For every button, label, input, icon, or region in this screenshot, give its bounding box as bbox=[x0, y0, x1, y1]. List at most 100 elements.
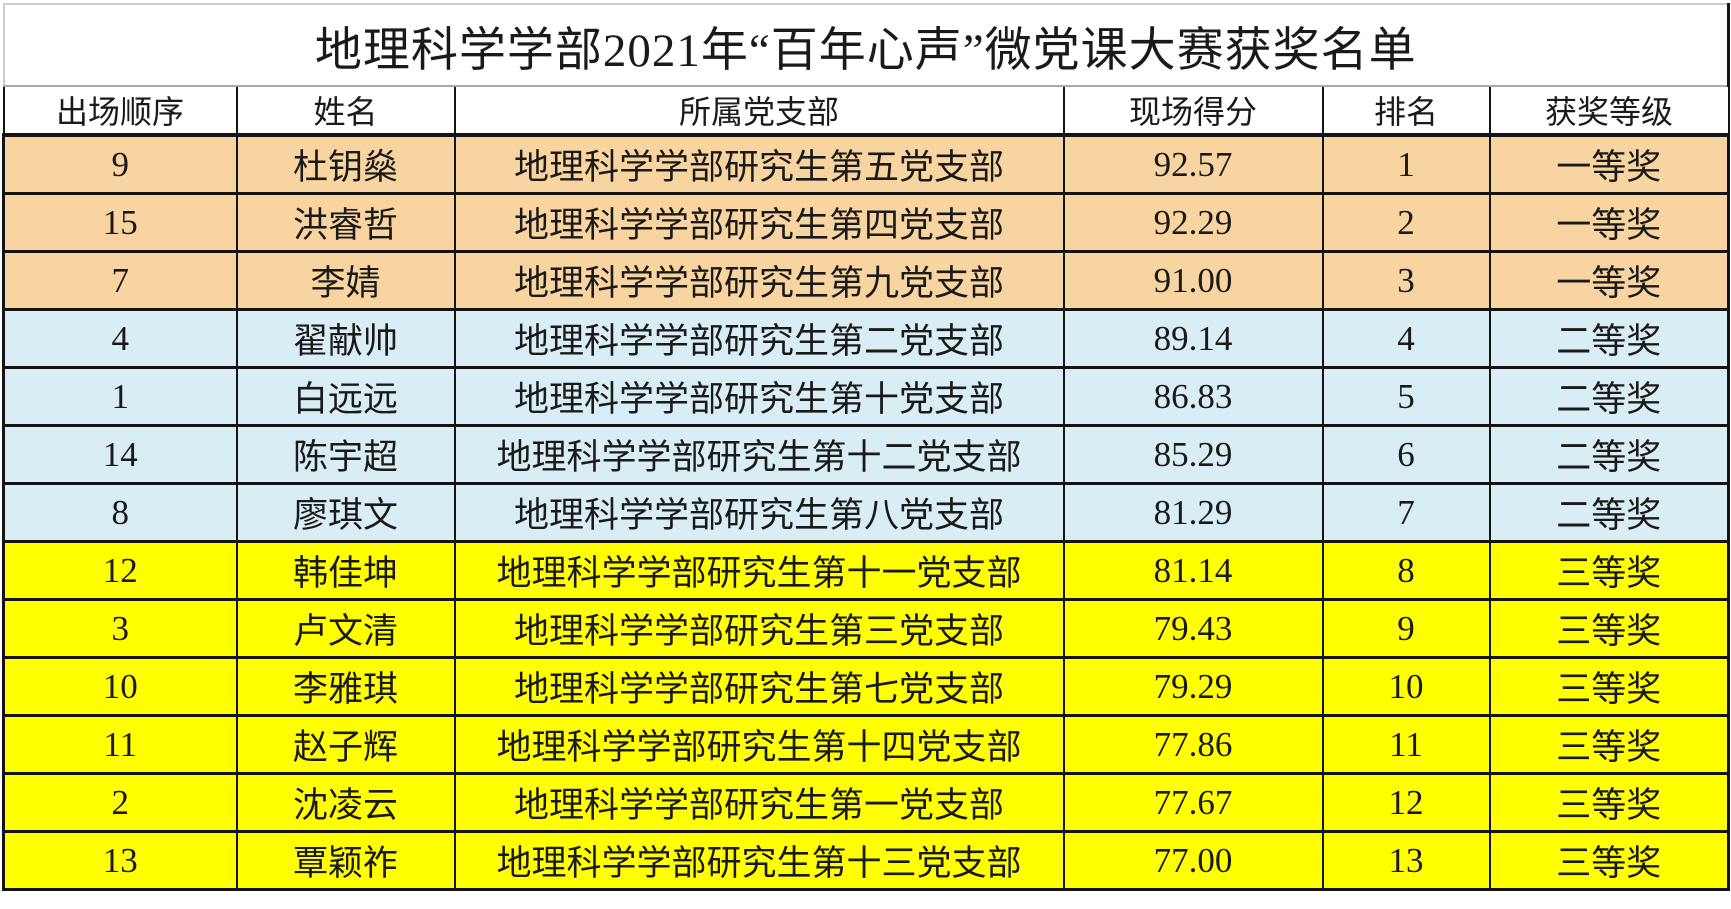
cell-award: 二等奖 bbox=[1488, 366, 1731, 427]
cell-award: 二等奖 bbox=[1488, 482, 1731, 543]
cell-name: 覃颖祚 bbox=[235, 830, 456, 891]
cell-branch: 地理科学学部研究生第一党支部 bbox=[453, 772, 1065, 833]
cell-score: 92.29 bbox=[1062, 192, 1324, 253]
cell-order: 15 bbox=[2, 192, 238, 253]
cell-award: 一等奖 bbox=[1488, 133, 1731, 195]
table-row: 11 赵子辉 地理科学学部研究生第十四党支部 77.86 11 三等奖 bbox=[2, 714, 1731, 775]
cell-rank: 8 bbox=[1321, 540, 1491, 601]
cell-award: 二等奖 bbox=[1488, 308, 1731, 369]
cell-award: 三等奖 bbox=[1488, 772, 1731, 833]
cell-branch: 地理科学学部研究生第七党支部 bbox=[453, 656, 1065, 717]
cell-name: 杜钥燊 bbox=[235, 133, 456, 195]
column-header-rank: 排名 bbox=[1321, 85, 1491, 137]
cell-rank: 9 bbox=[1321, 598, 1491, 659]
cell-score: 92.57 bbox=[1062, 133, 1324, 195]
cell-branch: 地理科学学部研究生第十党支部 bbox=[453, 366, 1065, 427]
cell-rank: 12 bbox=[1321, 772, 1491, 833]
column-header-score: 现场得分 bbox=[1062, 85, 1324, 137]
cell-order: 12 bbox=[2, 540, 238, 601]
awards-table-body: 地理科学学部2021年“百年心声”微党课大赛获奖名单 出场顺序 姓名 所属党支部… bbox=[2, 3, 1731, 891]
cell-score: 79.29 bbox=[1062, 656, 1324, 717]
cell-name: 翟献帅 bbox=[235, 308, 456, 369]
cell-award: 一等奖 bbox=[1488, 192, 1731, 253]
table-row: 8 廖琪文 地理科学学部研究生第八党支部 81.29 7 二等奖 bbox=[2, 482, 1731, 543]
cell-branch: 地理科学学部研究生第五党支部 bbox=[453, 133, 1065, 195]
cell-order: 7 bbox=[2, 250, 238, 311]
cell-branch: 地理科学学部研究生第三党支部 bbox=[453, 598, 1065, 659]
cell-award: 三等奖 bbox=[1488, 598, 1731, 659]
cell-rank: 4 bbox=[1321, 308, 1491, 369]
cell-award: 三等奖 bbox=[1488, 656, 1731, 717]
cell-name: 廖琪文 bbox=[235, 482, 456, 543]
cell-order: 2 bbox=[2, 772, 238, 833]
table-row: 14 陈宇超 地理科学学部研究生第十二党支部 85.29 6 二等奖 bbox=[2, 424, 1731, 485]
cell-rank: 13 bbox=[1321, 830, 1491, 891]
cell-score: 77.67 bbox=[1062, 772, 1324, 833]
cell-score: 77.86 bbox=[1062, 714, 1324, 775]
table-row: 3 卢文清 地理科学学部研究生第三党支部 79.43 9 三等奖 bbox=[2, 598, 1731, 659]
cell-award: 三等奖 bbox=[1488, 714, 1731, 775]
cell-award: 一等奖 bbox=[1488, 250, 1731, 311]
cell-rank: 10 bbox=[1321, 656, 1491, 717]
cell-name: 韩佳坤 bbox=[235, 540, 456, 601]
cell-branch: 地理科学学部研究生第十四党支部 bbox=[453, 714, 1065, 775]
cell-branch: 地理科学学部研究生第四党支部 bbox=[453, 192, 1065, 253]
table-row: 7 李婧 地理科学学部研究生第九党支部 91.00 3 一等奖 bbox=[2, 250, 1731, 311]
cell-rank: 6 bbox=[1321, 424, 1491, 485]
table-row: 10 李雅琪 地理科学学部研究生第七党支部 79.29 10 三等奖 bbox=[2, 656, 1731, 717]
cell-score: 77.00 bbox=[1062, 830, 1324, 891]
cell-order: 4 bbox=[2, 308, 238, 369]
column-header-branch: 所属党支部 bbox=[453, 85, 1065, 137]
cell-order: 3 bbox=[2, 598, 238, 659]
header-row: 出场顺序 姓名 所属党支部 现场得分 排名 获奖等级 bbox=[2, 85, 1730, 137]
column-header-name: 姓名 bbox=[235, 85, 456, 137]
cell-score: 85.29 bbox=[1062, 424, 1324, 485]
cell-branch: 地理科学学部研究生第九党支部 bbox=[453, 250, 1065, 311]
cell-order: 11 bbox=[2, 714, 238, 775]
cell-order: 10 bbox=[2, 656, 238, 717]
cell-score: 89.14 bbox=[1062, 308, 1324, 369]
table-row: 1 白远远 地理科学学部研究生第十党支部 86.83 5 二等奖 bbox=[2, 366, 1731, 427]
title-row: 地理科学学部2021年“百年心声”微党课大赛获奖名单 bbox=[2, 3, 1731, 87]
cell-name: 沈凌云 bbox=[235, 772, 456, 833]
cell-award: 二等奖 bbox=[1488, 424, 1731, 485]
cell-branch: 地理科学学部研究生第十二党支部 bbox=[453, 424, 1065, 485]
page-title: 地理科学学部2021年“百年心声”微党课大赛获奖名单 bbox=[2, 3, 1731, 87]
table-row: 15 洪睿哲 地理科学学部研究生第四党支部 92.29 2 一等奖 bbox=[2, 192, 1731, 253]
cell-rank: 1 bbox=[1321, 133, 1491, 195]
table-row: 13 覃颖祚 地理科学学部研究生第十三党支部 77.00 13 三等奖 bbox=[2, 830, 1731, 891]
cell-name: 陈宇超 bbox=[235, 424, 456, 485]
column-header-award: 获奖等级 bbox=[1488, 85, 1730, 137]
cell-branch: 地理科学学部研究生第二党支部 bbox=[453, 308, 1065, 369]
cell-branch: 地理科学学部研究生第十三党支部 bbox=[453, 830, 1065, 891]
cell-name: 卢文清 bbox=[235, 598, 456, 659]
cell-name: 白远远 bbox=[235, 366, 456, 427]
cell-name: 李雅琪 bbox=[235, 656, 456, 717]
cell-name: 李婧 bbox=[235, 250, 456, 311]
cell-order: 14 bbox=[2, 424, 238, 485]
cell-rank: 3 bbox=[1321, 250, 1491, 311]
cell-rank: 7 bbox=[1321, 482, 1491, 543]
cell-name: 洪睿哲 bbox=[235, 192, 456, 253]
cell-order: 13 bbox=[2, 830, 238, 891]
cell-rank: 2 bbox=[1321, 192, 1491, 253]
table-row: 12 韩佳坤 地理科学学部研究生第十一党支部 81.14 8 三等奖 bbox=[2, 540, 1731, 601]
cell-award: 三等奖 bbox=[1488, 830, 1731, 891]
table-row: 9 杜钥燊 地理科学学部研究生第五党支部 92.57 1 一等奖 bbox=[2, 133, 1731, 195]
cell-rank: 5 bbox=[1321, 366, 1491, 427]
table-row: 2 沈凌云 地理科学学部研究生第一党支部 77.67 12 三等奖 bbox=[2, 772, 1731, 833]
cell-score: 91.00 bbox=[1062, 250, 1324, 311]
cell-score: 81.14 bbox=[1062, 540, 1324, 601]
cell-branch: 地理科学学部研究生第八党支部 bbox=[453, 482, 1065, 543]
cell-score: 81.29 bbox=[1062, 482, 1324, 543]
cell-score: 86.83 bbox=[1062, 366, 1324, 427]
cell-rank: 11 bbox=[1321, 714, 1491, 775]
awards-table: 地理科学学部2021年“百年心声”微党课大赛获奖名单 出场顺序 姓名 所属党支部… bbox=[2, 3, 1731, 891]
cell-award: 三等奖 bbox=[1488, 540, 1731, 601]
cell-score: 79.43 bbox=[1062, 598, 1324, 659]
cell-order: 1 bbox=[2, 366, 238, 427]
column-header-order: 出场顺序 bbox=[2, 85, 238, 137]
table-row: 4 翟献帅 地理科学学部研究生第二党支部 89.14 4 二等奖 bbox=[2, 308, 1731, 369]
cell-order: 8 bbox=[2, 482, 238, 543]
